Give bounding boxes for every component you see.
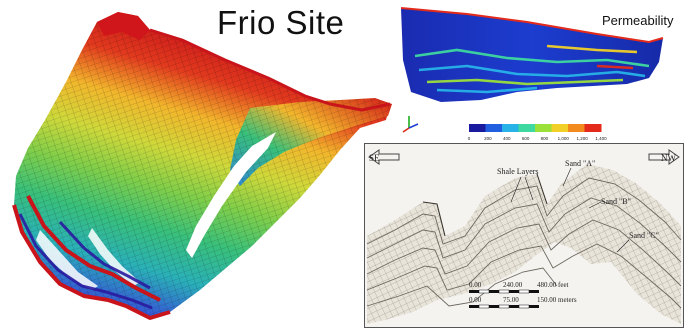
scale-meters-0: 0.00 xyxy=(469,296,482,304)
colorbar-segment xyxy=(485,124,503,132)
colorbar-tick-labels: 0 200 400 600 800 1,000 1,200 1,400 xyxy=(468,136,607,141)
model-base-layers xyxy=(12,28,391,320)
sand-b-label: Sand "B" xyxy=(601,197,631,206)
permeability-title: Permeability xyxy=(602,13,674,28)
colorbar-tick-label: 1,200 xyxy=(577,136,589,141)
xyz-axes-icon xyxy=(402,116,419,133)
frio-3d-model xyxy=(12,12,392,320)
colorbar-segment xyxy=(518,124,536,132)
scale-bar: 0.00 240.00 480.00 feet 0.00 75.00 150.0… xyxy=(469,281,577,309)
page-title: Frio Site xyxy=(217,4,345,41)
colorbar-tick-label: 200 xyxy=(484,136,492,141)
permeability-panel: 0 200 400 600 800 1,000 1,200 1,400 Permeabilit… xyxy=(397,0,685,148)
section-annotations: Shale Layers Sand "A" Sand "B" Sand "C" xyxy=(497,159,659,253)
sand-a-label: Sand "A" xyxy=(565,159,595,168)
scale-meters-2: 150.00 meters xyxy=(537,296,577,304)
permeability-colorbar xyxy=(469,124,602,132)
sand-c-label: Sand "C" xyxy=(629,231,659,240)
colorbar-tick-label: 800 xyxy=(541,136,549,141)
shale-layers-label: Shale Layers xyxy=(497,167,539,176)
strata-section xyxy=(366,164,682,324)
model-top-cap xyxy=(97,12,150,40)
colorbar-segment xyxy=(502,124,519,132)
scale-feet-1: 240.00 xyxy=(503,281,523,289)
direction-nw-label: NW xyxy=(661,153,676,163)
colorbar-segment xyxy=(469,124,486,132)
colorbar-tick-label: 400 xyxy=(503,136,511,141)
colorbar-tick-label: 600 xyxy=(522,136,530,141)
model-base-stripes xyxy=(18,213,153,310)
colorbar-tick-label: 1,000 xyxy=(558,136,570,141)
se-arrow: SE xyxy=(368,149,400,165)
scale-meters-1: 75.00 xyxy=(503,296,519,304)
scale-feet-2: 480.00 feet xyxy=(537,281,569,289)
scale-bar-feet xyxy=(469,289,539,294)
scale-feet-0: 0.00 xyxy=(469,281,482,289)
fault-gap xyxy=(36,230,98,290)
colorbar-segment xyxy=(568,124,585,132)
colorbar-tick-label: 0 xyxy=(468,136,471,141)
colorbar-tick-label: 1,400 xyxy=(595,136,607,141)
colorbar-segment xyxy=(535,124,552,132)
direction-se-label: SE xyxy=(369,153,380,163)
colorbar-segment xyxy=(551,124,569,132)
fault-gap xyxy=(88,228,140,286)
nw-arrow: NW xyxy=(648,149,680,165)
scale-bar-meters xyxy=(469,304,539,309)
colorbar-segment xyxy=(584,124,602,132)
permeability-model: 0 200 400 600 800 1,000 1,200 1,400 xyxy=(400,7,664,141)
fault-gap xyxy=(186,132,276,258)
cross-section-panel: SE NW Shale Layers xyxy=(364,143,684,328)
